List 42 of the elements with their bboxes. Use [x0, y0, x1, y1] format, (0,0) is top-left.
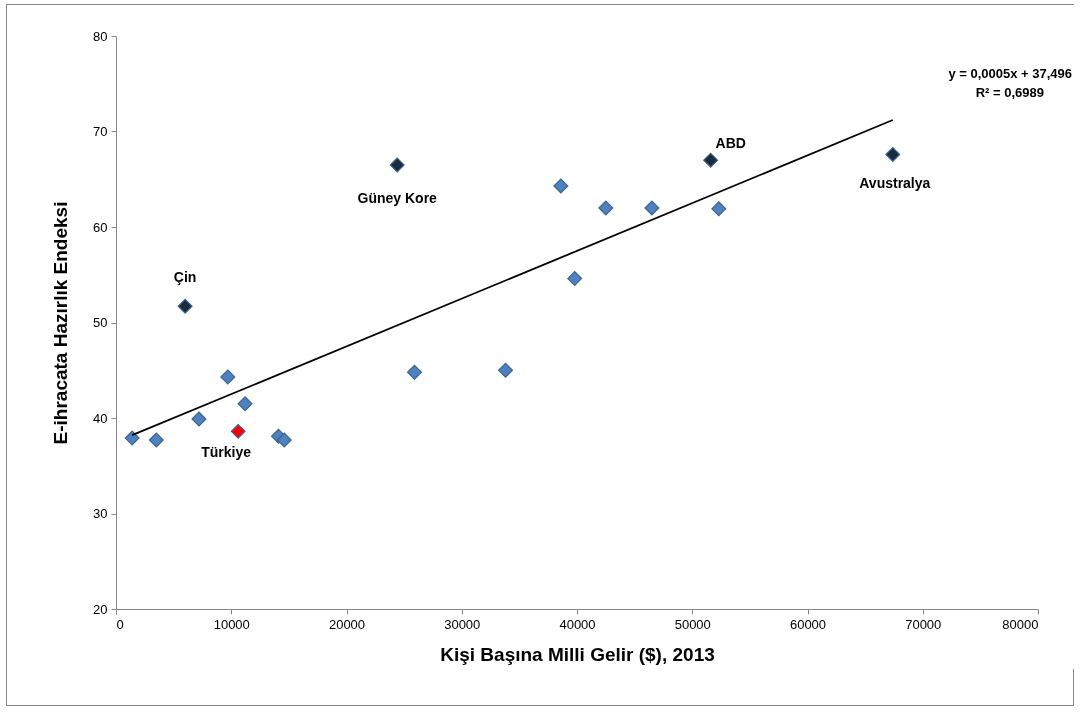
y-tick-label: 50	[93, 315, 108, 330]
annotation: R² = 0,6989	[975, 85, 1044, 100]
x-axis-title: Kişi Başına Milli Gelir ($), 2013	[440, 643, 715, 665]
y-tick-label: 70	[93, 124, 108, 139]
annotation: Güney Kore	[357, 189, 438, 206]
x-tick-label: 80000	[1002, 616, 1039, 632]
annotation: Avustralya	[859, 175, 931, 192]
annotation: Çin	[173, 269, 197, 286]
point	[407, 364, 422, 380]
y-axis-title: E-ihracata Hazırlık Endeksi	[50, 201, 72, 445]
point	[703, 152, 719, 168]
point	[230, 423, 246, 439]
y-tick-label: 30	[93, 506, 108, 521]
x-tick-label: 50000	[674, 616, 711, 632]
point	[177, 298, 193, 314]
point	[498, 362, 514, 378]
point	[885, 146, 901, 162]
point	[644, 200, 660, 216]
point	[276, 432, 292, 448]
x-tick-label: 60000	[789, 616, 827, 632]
x-tick-label: 0	[116, 616, 124, 632]
annotation: y = 0,0005x + 37,496	[948, 66, 1072, 81]
y-tick-label: 80	[93, 28, 108, 44]
x-tick-label: 20000	[328, 616, 366, 632]
point	[567, 271, 583, 287]
point	[553, 178, 569, 194]
point	[220, 369, 236, 385]
x-tick-label: 40000	[559, 616, 596, 632]
point	[598, 200, 614, 216]
annotation: Türkiye	[201, 444, 252, 461]
point	[711, 201, 727, 217]
x-tick-label: 10000	[213, 616, 250, 632]
point	[389, 157, 405, 173]
y-tick-label: 40	[93, 410, 108, 426]
point	[237, 396, 253, 412]
point	[191, 411, 207, 427]
point	[148, 432, 164, 448]
x-tick-label: 30000	[444, 616, 481, 632]
y-tick-label: 60	[93, 219, 108, 235]
x-tick-label: 70000	[905, 616, 942, 632]
annotation: ABD	[715, 135, 746, 152]
y-tick-label: 20	[93, 601, 108, 617]
